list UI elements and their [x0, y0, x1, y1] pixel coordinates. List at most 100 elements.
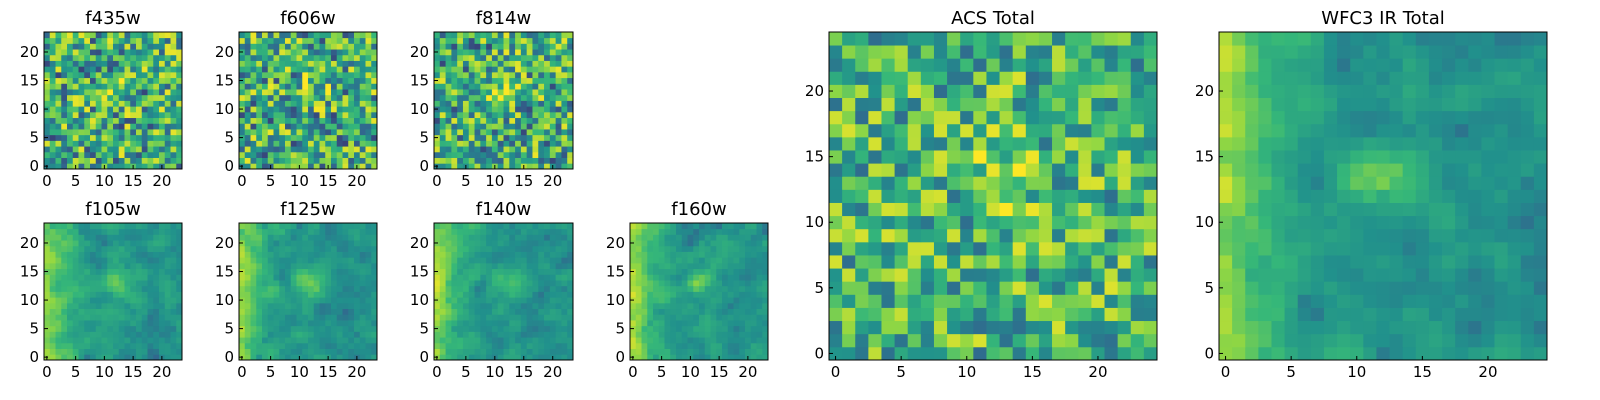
heatmap-cell	[147, 89, 154, 96]
heatmap-cell	[118, 223, 125, 230]
heatmap-cell	[44, 280, 51, 287]
heatmap-cell	[855, 123, 869, 138]
heatmap-cell	[526, 302, 533, 310]
heatmap-cell	[462, 83, 470, 90]
heatmap-cell	[1012, 163, 1027, 177]
heatmap-cell	[279, 251, 286, 258]
heatmap-cell	[267, 129, 274, 136]
heatmap-cell	[480, 49, 487, 56]
heatmap-cell	[445, 342, 452, 349]
heatmap-cell	[549, 106, 557, 113]
heatmap-cell	[727, 280, 734, 287]
heatmap-cell	[365, 100, 372, 107]
heatmap-cell	[285, 331, 292, 338]
heatmap-cell	[44, 320, 51, 327]
heatmap-cell	[267, 43, 274, 50]
heatmap-cell	[159, 314, 166, 321]
heatmap-cell	[136, 111, 143, 119]
heatmap-cell	[365, 49, 372, 56]
heatmap-cell	[67, 66, 74, 73]
heatmap-cell	[72, 228, 79, 235]
heatmap-cell	[1363, 346, 1377, 361]
heatmap-cell	[567, 106, 574, 113]
heatmap-cell	[538, 83, 545, 90]
heatmap-cell	[124, 342, 131, 349]
heatmap-cell	[78, 117, 85, 124]
heatmap-cell	[61, 314, 68, 321]
heatmap-cell	[497, 337, 504, 344]
heatmap-cell	[170, 234, 177, 241]
heatmap-cell	[308, 297, 315, 304]
x-tick-label: 20	[347, 172, 366, 190]
heatmap-cell	[72, 129, 79, 136]
heatmap-cell	[136, 262, 143, 270]
heatmap-cell	[474, 83, 481, 90]
heatmap-cell	[653, 228, 660, 235]
heatmap-cell	[118, 151, 125, 158]
heatmap-cell	[302, 274, 309, 281]
heatmap-cell	[733, 223, 740, 230]
heatmap-cell	[325, 314, 332, 321]
heatmap-cell	[561, 140, 568, 147]
heatmap-cell	[710, 245, 717, 252]
heatmap-cell	[1065, 307, 1079, 322]
heatmap-cell	[313, 43, 320, 50]
heatmap-cell	[354, 245, 361, 252]
heatmap-cell	[855, 71, 869, 85]
heatmap-cell	[176, 89, 183, 96]
heatmap-cell	[474, 106, 481, 113]
heatmap-cell	[907, 294, 922, 308]
heatmap-cell	[532, 314, 539, 321]
heatmap-cell	[497, 285, 504, 292]
heatmap-cell	[1284, 294, 1299, 308]
heatmap-cell	[999, 136, 1014, 151]
heatmap-cell	[78, 223, 85, 230]
heatmap-cell	[1442, 346, 1456, 361]
heatmap-cell	[1468, 320, 1482, 335]
heatmap-cell	[868, 58, 882, 72]
heatmap-cell	[439, 285, 446, 292]
heatmap-cell	[348, 291, 355, 298]
heatmap-cell	[84, 151, 91, 158]
heatmap-cell	[739, 251, 746, 258]
heatmap-cell	[1065, 215, 1079, 230]
heatmap-cell	[130, 37, 137, 44]
heatmap-cell	[1025, 333, 1040, 348]
heatmap-cell	[170, 262, 177, 270]
heatmap-cell	[722, 291, 729, 298]
heatmap-cell	[49, 234, 56, 241]
heatmap-cell	[999, 307, 1014, 322]
heatmap-cell	[153, 151, 160, 158]
heatmap-cell	[273, 100, 280, 107]
heatmap-cell	[520, 157, 528, 164]
heatmap-cell	[285, 285, 292, 292]
heatmap-cell	[55, 117, 62, 124]
heatmap-cell	[842, 123, 856, 138]
heatmap-cell	[457, 297, 464, 304]
heatmap-cell	[336, 291, 343, 298]
heatmap-cell	[515, 274, 522, 281]
heatmap-cell	[124, 123, 131, 130]
heatmap-cell	[526, 43, 533, 50]
heatmap-cell	[159, 157, 166, 164]
heatmap-cell	[256, 320, 263, 327]
heatmap-cell	[716, 274, 723, 281]
heatmap-cell	[44, 285, 51, 292]
heatmap-cell	[170, 94, 177, 101]
heatmap-cell	[868, 163, 882, 177]
y-tick-label: 0	[419, 157, 429, 175]
heatmap-cell	[49, 308, 56, 315]
heatmap-cell	[561, 257, 568, 264]
heatmap-cell	[239, 257, 246, 264]
heatmap-cell	[1012, 136, 1027, 151]
heatmap-cell	[256, 268, 263, 275]
heatmap-cell	[641, 228, 648, 235]
heatmap-cell	[256, 308, 263, 315]
heatmap-cell	[1038, 202, 1053, 217]
heatmap-cell	[549, 342, 557, 349]
heatmap-cell	[285, 111, 292, 119]
heatmap-cell	[486, 129, 493, 136]
heatmap-cell	[342, 291, 349, 298]
heatmap-cell	[515, 342, 522, 349]
